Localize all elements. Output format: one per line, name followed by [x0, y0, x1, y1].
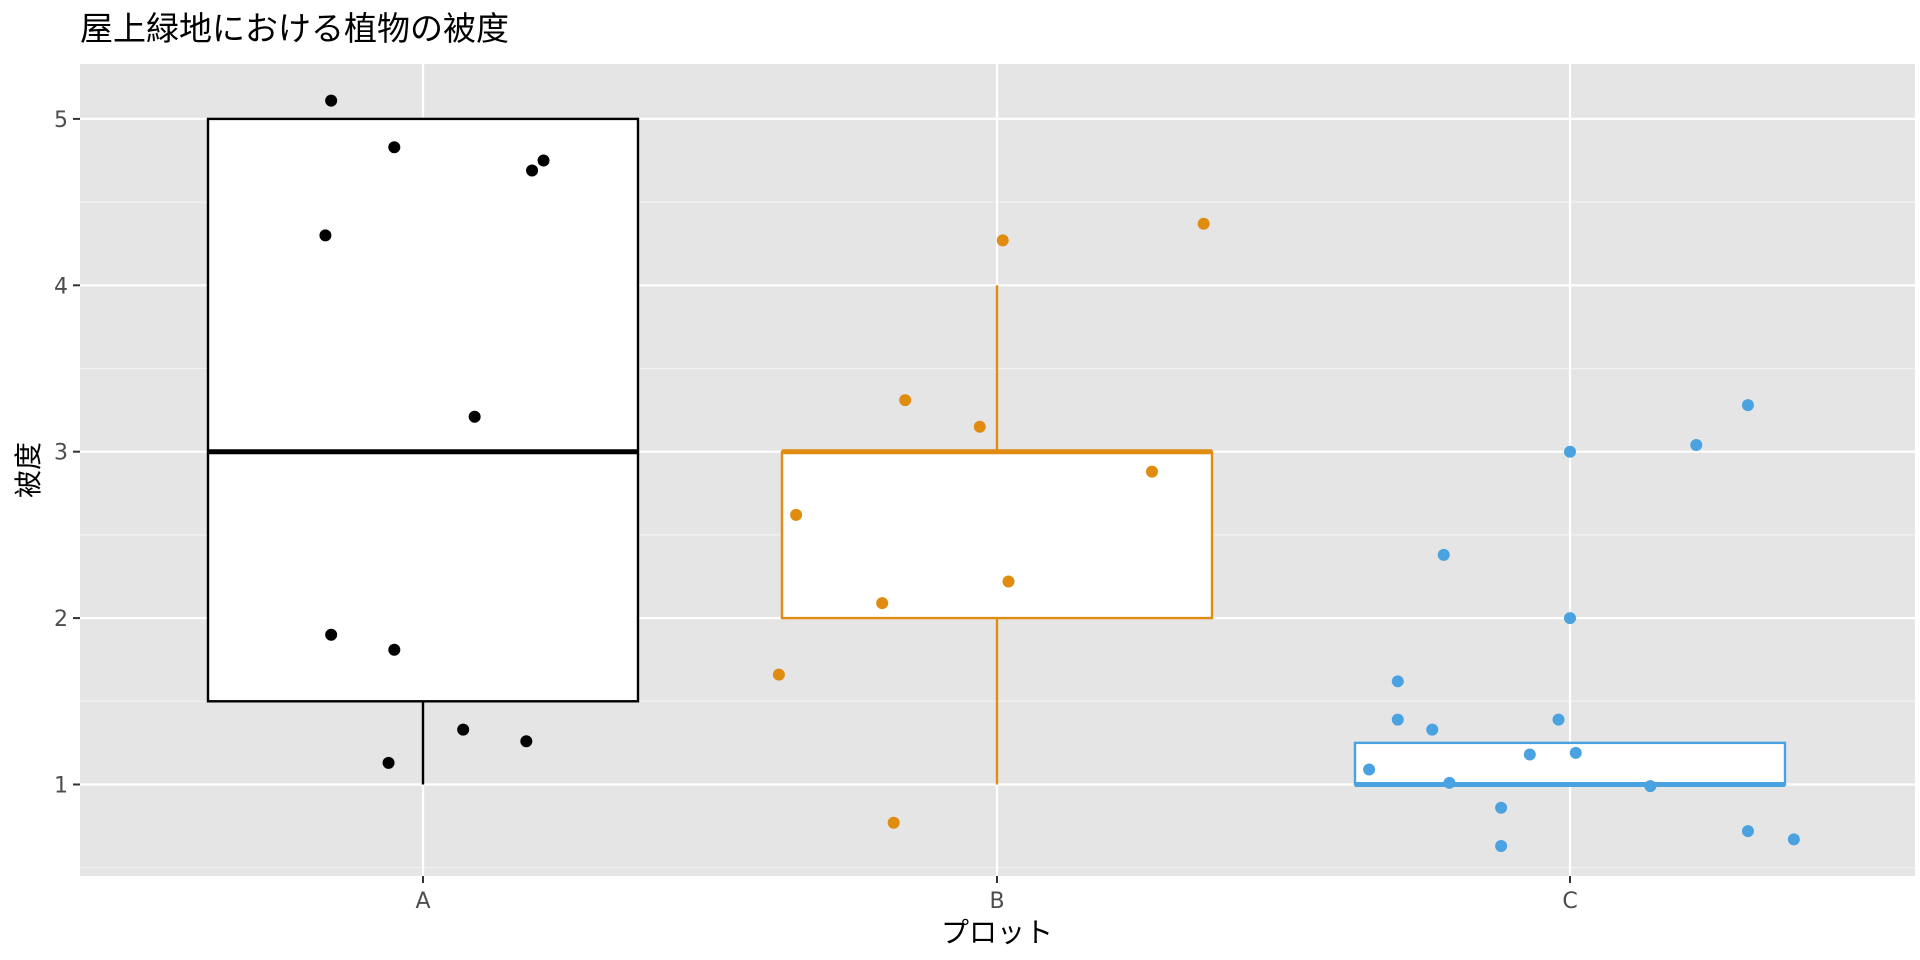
data-point: [1145, 465, 1158, 478]
data-point: [1644, 780, 1657, 793]
x-tick-label: B: [989, 889, 1004, 914]
y-axis-title: 被度: [12, 442, 45, 498]
data-point: [1197, 217, 1210, 230]
data-point: [1741, 399, 1754, 412]
y-tick-label: 4: [54, 274, 68, 299]
data-point: [1495, 840, 1508, 853]
data-point: [1391, 713, 1404, 726]
data-point: [388, 643, 401, 656]
data-point: [996, 234, 1009, 247]
data-point: [319, 229, 332, 242]
data-points: [319, 94, 1800, 853]
data-point: [876, 597, 889, 610]
data-point: [325, 628, 338, 641]
x-tick-label: A: [415, 889, 430, 914]
data-point: [1443, 776, 1456, 789]
y-tick-label: 2: [54, 607, 68, 632]
x-axis-title: プロット: [941, 916, 1053, 949]
box-A: [206, 117, 640, 703]
data-point: [973, 420, 986, 433]
data-point: [1564, 612, 1576, 625]
y-axis-ticks: 1 2 3 4 5: [54, 108, 80, 798]
data-point: [457, 723, 470, 736]
data-point: [1787, 833, 1800, 846]
boxes: [206, 117, 1787, 787]
data-point: [1426, 723, 1439, 736]
data-point: [1690, 439, 1703, 452]
data-point: [388, 141, 401, 154]
data-point: [1564, 445, 1576, 458]
data-point: [1391, 675, 1404, 688]
data-point: [1437, 548, 1450, 561]
data-point: [899, 394, 912, 407]
data-point: [1363, 763, 1376, 776]
data-point: [520, 735, 533, 748]
y-tick-label: 5: [54, 108, 68, 133]
data-point: [790, 508, 803, 521]
data-point: [1741, 825, 1754, 838]
y-tick-label: 1: [54, 773, 68, 798]
box-B: [780, 450, 1214, 620]
data-point: [537, 154, 550, 167]
data-point: [526, 164, 539, 177]
data-point: [1495, 801, 1508, 814]
box-C: [1353, 741, 1787, 786]
data-point: [772, 668, 785, 681]
data-point: [382, 756, 395, 769]
chart-title: 屋上緑地における植物の被度: [80, 9, 509, 48]
data-point: [325, 94, 338, 107]
data-point: [1523, 748, 1536, 761]
x-tick-label: C: [1562, 889, 1577, 914]
data-point: [468, 410, 481, 423]
data-point: [1569, 746, 1582, 759]
data-point: [887, 816, 900, 829]
data-point: [1552, 713, 1565, 726]
y-tick-label: 3: [54, 441, 68, 466]
x-axis-ticks: A B C: [415, 876, 1578, 914]
data-point: [1002, 575, 1015, 588]
